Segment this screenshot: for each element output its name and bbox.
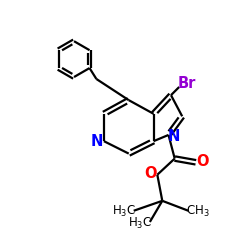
Text: N: N	[91, 134, 103, 149]
Text: H$_3$C: H$_3$C	[128, 216, 152, 230]
Text: N: N	[168, 130, 180, 144]
Text: O: O	[144, 166, 156, 181]
Text: O: O	[196, 154, 209, 168]
Text: H$_3$C: H$_3$C	[112, 204, 136, 219]
Text: Br: Br	[178, 76, 196, 91]
Text: CH$_3$: CH$_3$	[186, 204, 210, 219]
